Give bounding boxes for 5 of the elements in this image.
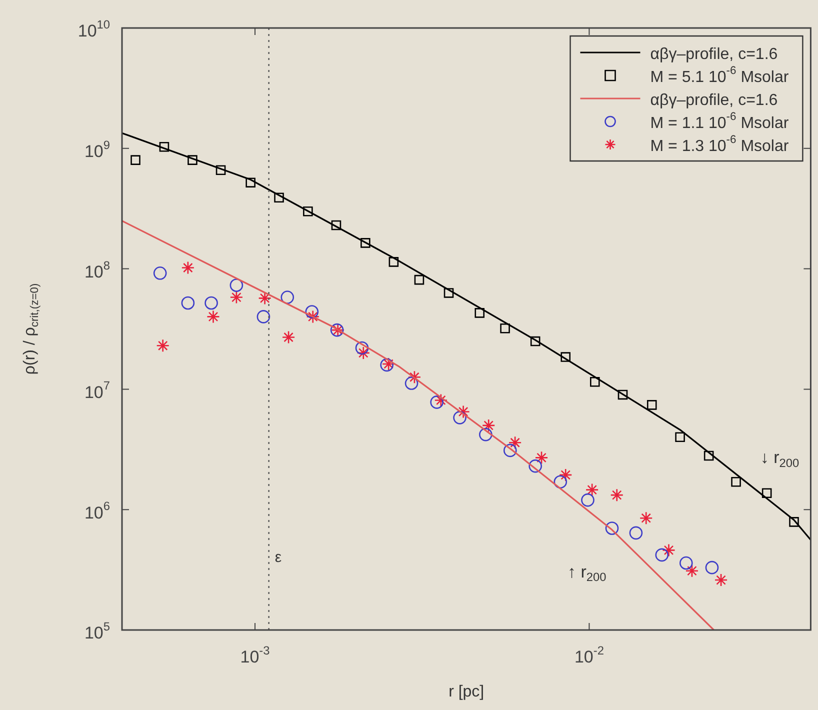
y-axis-title: ρ(r) / ρcrit,(z=0): [21, 283, 41, 375]
legend-label: αβγ–profile, c=1.6: [650, 92, 778, 109]
ref-line-label: ε: [274, 548, 282, 566]
x-axis-title: r [pc]: [448, 683, 484, 700]
legend-label: αβγ–profile, c=1.6: [650, 46, 778, 63]
